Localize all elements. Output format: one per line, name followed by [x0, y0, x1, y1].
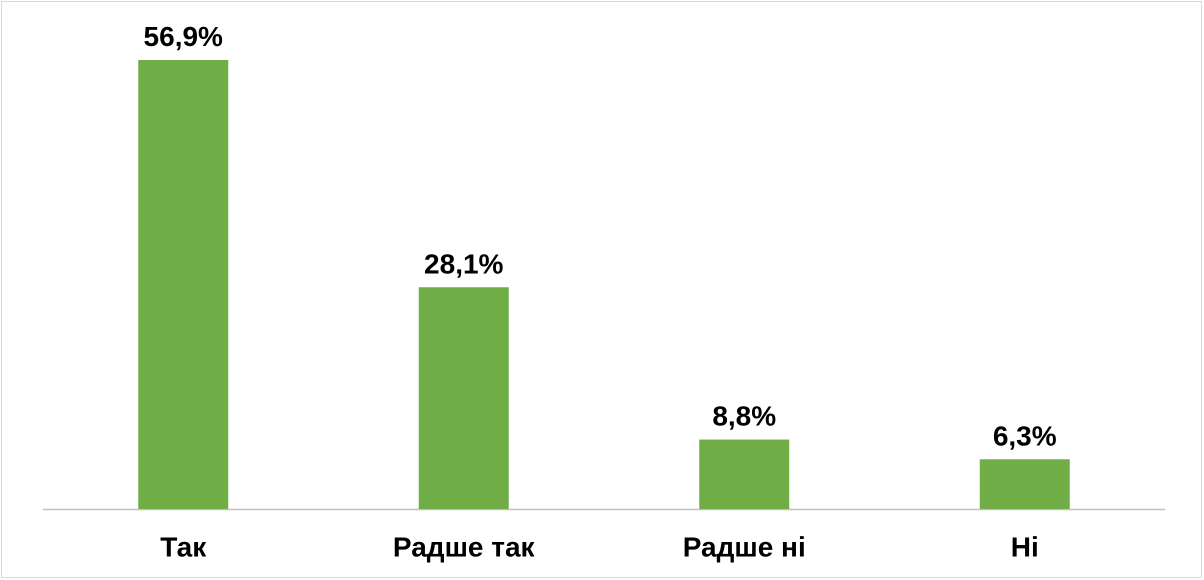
- value-label: 28,1%: [424, 248, 503, 279]
- bar: [418, 287, 509, 509]
- x-tick-label: Так: [160, 531, 207, 562]
- x-tick-label: Ні: [1011, 531, 1039, 562]
- x-tick-label: Радше так: [393, 531, 536, 562]
- value-label: 6,3%: [993, 420, 1057, 451]
- bar: [138, 60, 229, 509]
- bar: [699, 439, 790, 509]
- x-tick-label: Радше ні: [683, 531, 806, 562]
- bar: [979, 459, 1070, 509]
- value-label: 56,9%: [144, 21, 223, 52]
- value-label: 8,8%: [712, 401, 776, 432]
